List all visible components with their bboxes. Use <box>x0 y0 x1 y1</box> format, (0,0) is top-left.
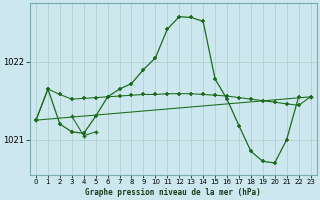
X-axis label: Graphe pression niveau de la mer (hPa): Graphe pression niveau de la mer (hPa) <box>85 188 261 197</box>
